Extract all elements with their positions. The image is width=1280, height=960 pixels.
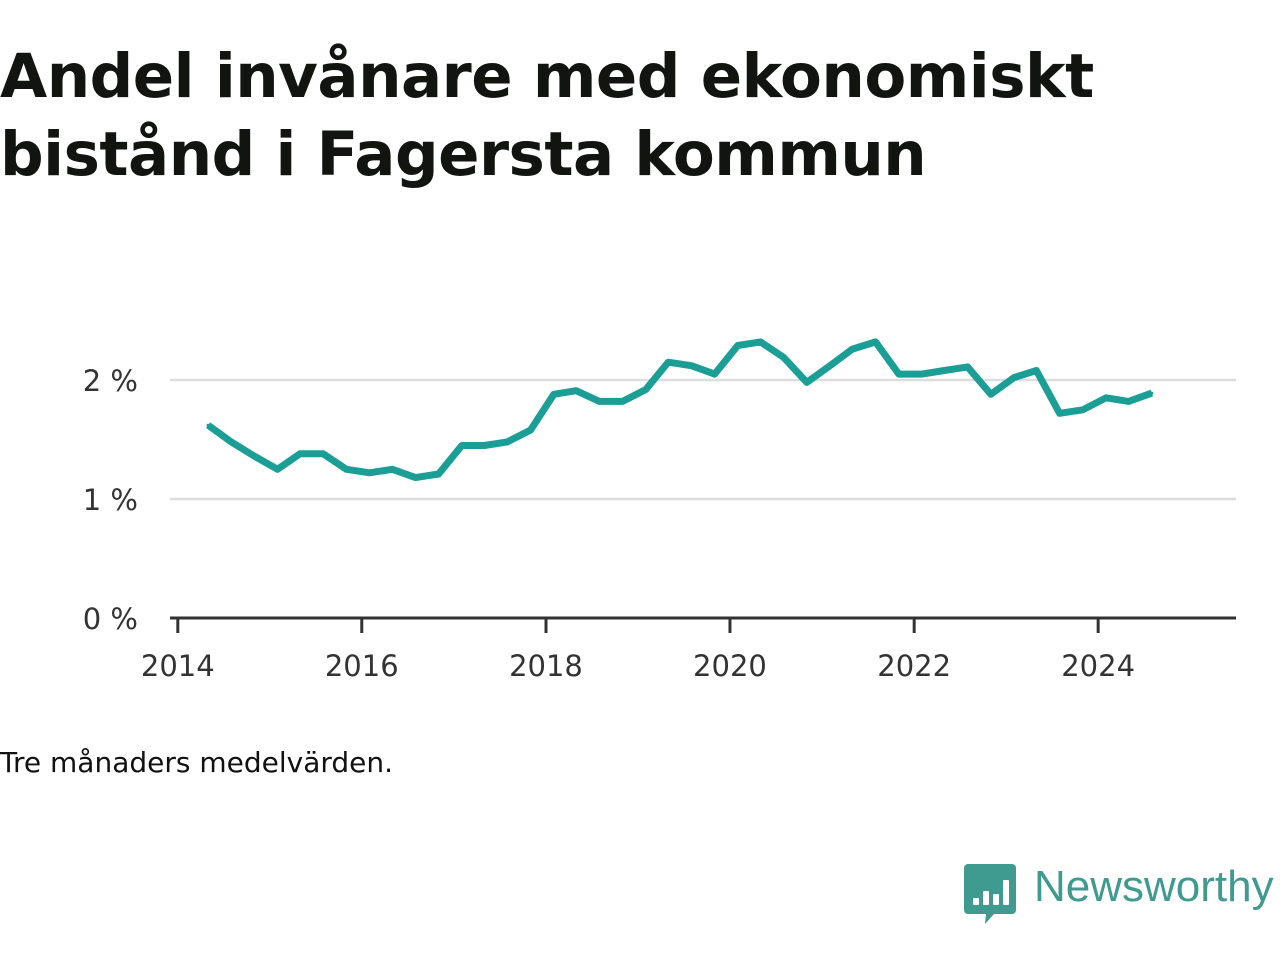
data-point — [920, 372, 924, 376]
data-point — [529, 428, 533, 432]
data-point — [1104, 396, 1108, 400]
data-point — [574, 389, 578, 393]
newsworthy-logo[interactable]: Newsworthy — [964, 862, 1280, 928]
data-point — [736, 343, 740, 347]
data-point — [621, 399, 625, 403]
chart-title: Andel invånare med ekonomiskt bistånd i … — [0, 38, 1200, 194]
data-point — [782, 355, 786, 359]
series-path — [206, 338, 1153, 482]
line-chart: 0 % 1 % 2 % 2014 2016 2018 2020 2022 2024 — [83, 338, 1236, 683]
x-tick-label: 2016 — [325, 649, 399, 683]
y-axis-ticks: 0 % 1 % 2 % — [83, 364, 138, 636]
data-point — [1034, 368, 1038, 372]
data-point — [413, 476, 417, 480]
data-point — [252, 454, 256, 458]
chart-title-line-1: Andel invånare med ekonomiskt — [0, 41, 1094, 112]
data-point — [1081, 408, 1085, 412]
data-point — [758, 340, 762, 344]
data-point — [206, 423, 210, 427]
brand-name: Newsworthy — [1034, 862, 1274, 911]
data-point — [897, 372, 901, 376]
data-point — [644, 388, 648, 392]
data-point — [689, 364, 693, 368]
data-point — [505, 440, 509, 444]
data-point — [713, 372, 717, 376]
data-point — [989, 392, 993, 396]
data-point — [966, 365, 970, 369]
chat-bar-chart-icon — [964, 864, 1016, 924]
gridlines — [170, 378, 1236, 501]
data-point — [1058, 411, 1062, 415]
y-tick-label: 1 % — [83, 483, 138, 517]
data-point — [321, 452, 325, 456]
data-point — [390, 467, 394, 471]
data-point — [368, 471, 372, 475]
series-line — [206, 338, 1154, 482]
data-point — [805, 380, 809, 384]
data-point — [1127, 399, 1131, 403]
data-point — [482, 443, 486, 447]
data-point — [229, 440, 233, 444]
y-tick-label: 0 % — [83, 602, 138, 636]
x-tick-label: 2022 — [877, 649, 951, 683]
data-point — [344, 467, 348, 471]
data-point — [828, 364, 832, 368]
y-tick-label: 2 % — [83, 364, 138, 398]
data-point — [437, 472, 441, 476]
x-tick-label: 2014 — [141, 649, 215, 683]
x-tick-label: 2020 — [693, 649, 767, 683]
data-point — [460, 443, 464, 447]
data-point — [1150, 391, 1154, 395]
data-point — [666, 360, 670, 364]
data-point — [874, 340, 878, 344]
data-point — [552, 392, 556, 396]
x-tick-label: 2024 — [1061, 649, 1135, 683]
data-point — [850, 347, 854, 351]
data-point — [276, 467, 280, 471]
x-tick-label: 2018 — [509, 649, 583, 683]
data-point — [942, 368, 946, 372]
chart-title-line-2: bistånd i Fagersta kommun — [0, 119, 927, 190]
data-point — [597, 399, 601, 403]
footnote: Tre månaders medelvärden. — [0, 746, 394, 779]
data-point — [298, 452, 302, 456]
data-point — [1012, 376, 1016, 380]
x-axis: 2014 2016 2018 2020 2022 2024 — [141, 616, 1236, 683]
